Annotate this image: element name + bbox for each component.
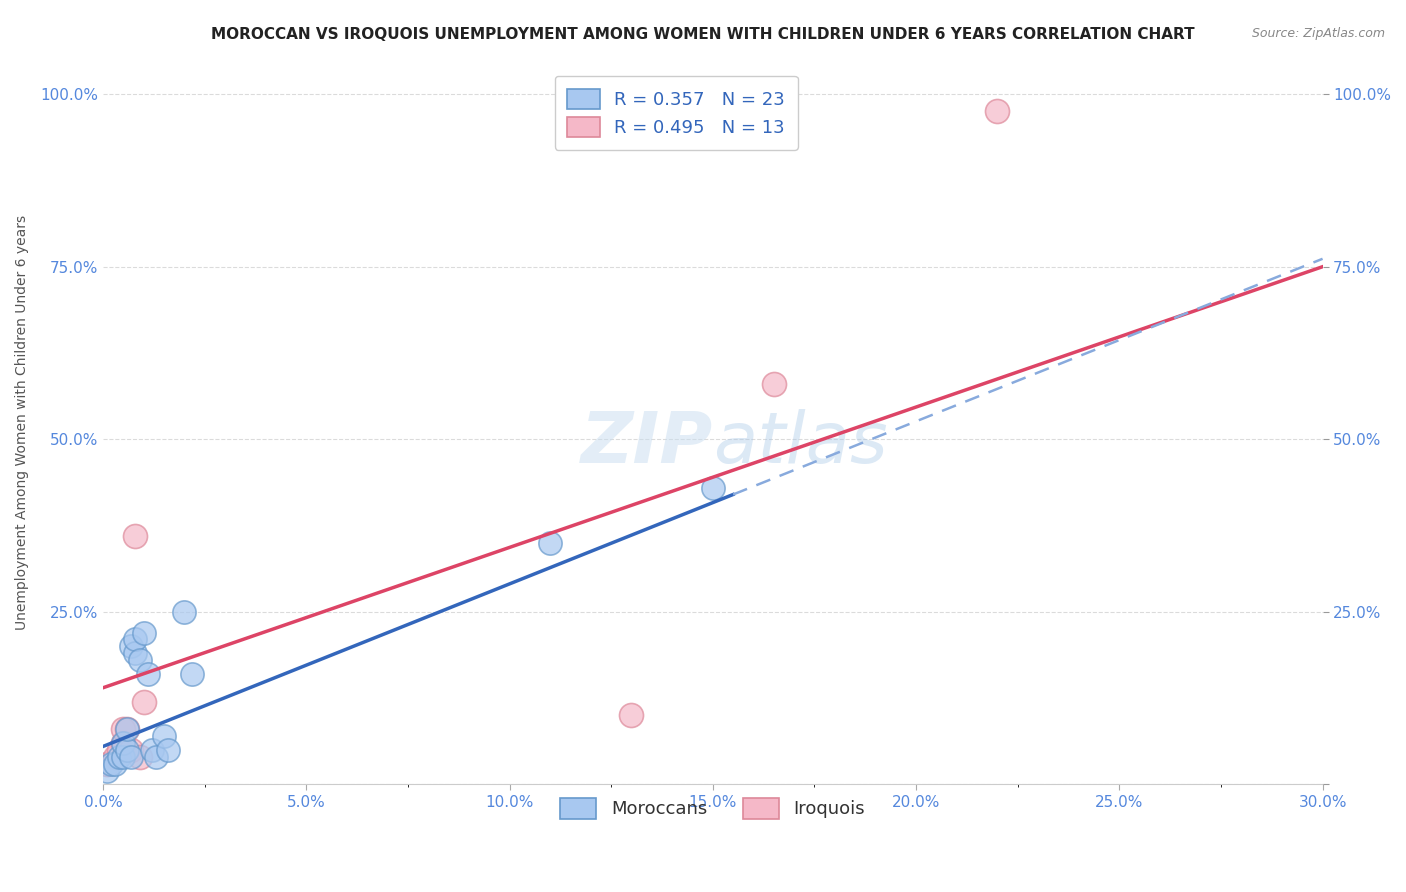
Point <box>986 104 1008 119</box>
Point <box>181 667 204 681</box>
Legend: Moroccans, Iroquois: Moroccans, Iroquois <box>553 791 873 826</box>
Point <box>124 646 146 660</box>
Point <box>538 536 561 550</box>
Point <box>141 743 163 757</box>
Text: MOROCCAN VS IROQUOIS UNEMPLOYMENT AMONG WOMEN WITH CHILDREN UNDER 6 YEARS CORREL: MOROCCAN VS IROQUOIS UNEMPLOYMENT AMONG … <box>211 27 1195 42</box>
Point <box>112 749 135 764</box>
Point <box>104 749 127 764</box>
Point <box>120 743 142 757</box>
Point <box>157 743 180 757</box>
Point <box>96 764 118 778</box>
Point <box>112 736 135 750</box>
Point <box>108 749 131 764</box>
Point <box>128 653 150 667</box>
Point <box>96 756 118 771</box>
Point <box>124 632 146 647</box>
Point <box>117 722 139 736</box>
Text: ZIP: ZIP <box>581 409 713 478</box>
Point <box>112 736 135 750</box>
Point <box>108 743 131 757</box>
Point <box>117 743 139 757</box>
Point <box>173 605 195 619</box>
Point <box>153 729 176 743</box>
Point <box>124 529 146 543</box>
Y-axis label: Unemployment Among Women with Children Under 6 years: Unemployment Among Women with Children U… <box>15 214 30 630</box>
Point <box>104 756 127 771</box>
Text: atlas: atlas <box>713 409 887 478</box>
Point <box>762 377 785 392</box>
Point <box>620 708 643 723</box>
Point <box>136 667 159 681</box>
Point <box>132 695 155 709</box>
Point <box>128 749 150 764</box>
Point <box>702 481 724 495</box>
Point <box>100 756 122 771</box>
Point <box>145 749 167 764</box>
Point <box>117 722 139 736</box>
Point <box>132 625 155 640</box>
Point <box>120 749 142 764</box>
Point <box>112 722 135 736</box>
Point <box>120 640 142 654</box>
Text: Source: ZipAtlas.com: Source: ZipAtlas.com <box>1251 27 1385 40</box>
